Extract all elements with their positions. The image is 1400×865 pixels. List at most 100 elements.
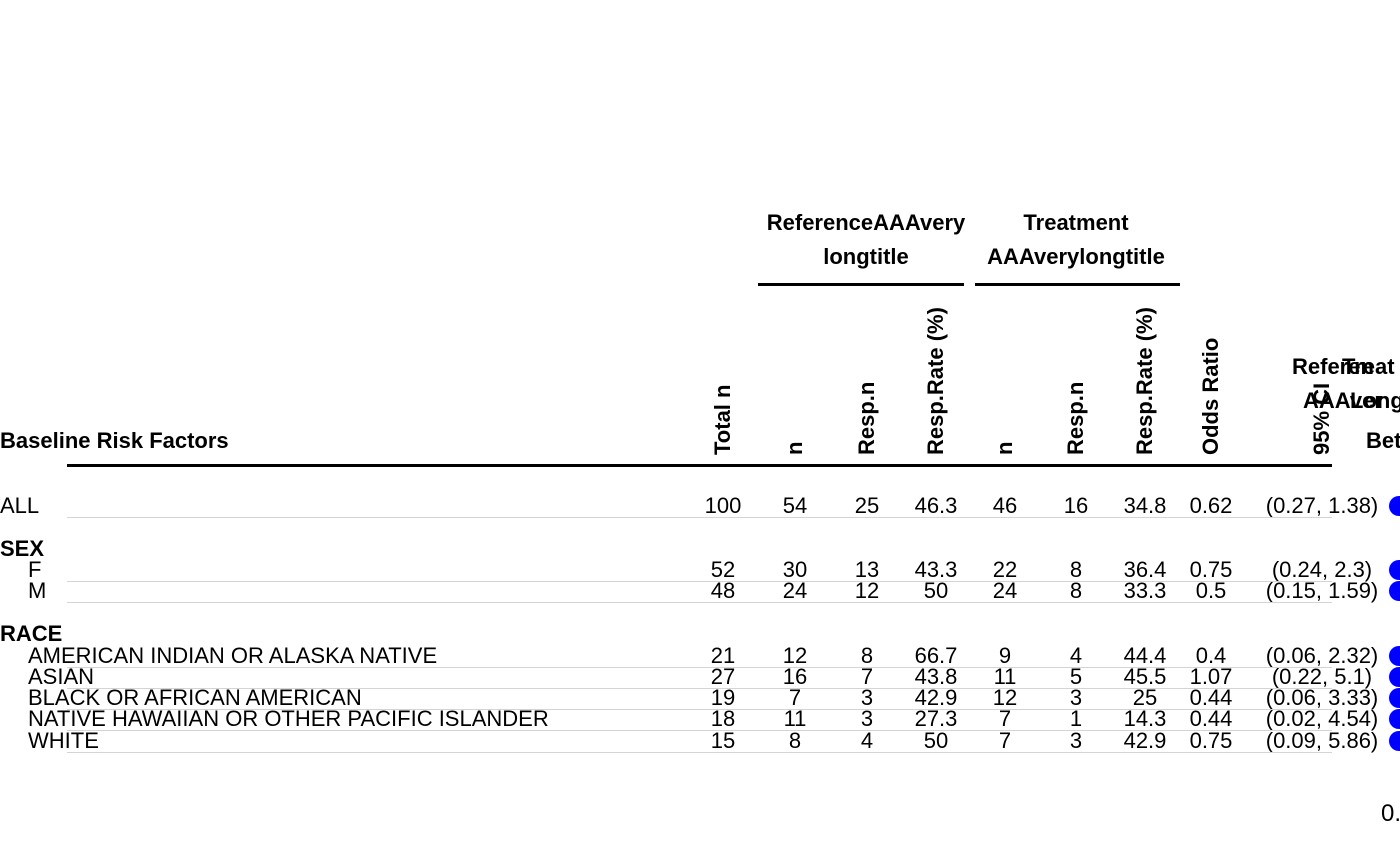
cell-ci-american-indian-or-alaska-native: (0.06, 2.32) — [1265, 643, 1379, 668]
cell-total-n-native-hawaiian-or-other-pacific-islander: 18 — [710, 706, 736, 731]
forest-axis-tick-label: 0. — [1381, 800, 1400, 827]
cell-ref-n-all: 54 — [782, 493, 808, 518]
header-treatment-n: n — [992, 441, 1017, 455]
cell-ref-n-black-or-african-american: 7 — [788, 685, 802, 710]
header-rule — [67, 464, 1332, 467]
point-marker-white — [1389, 731, 1400, 751]
forest-header-reference-line2: AAAver — [1303, 388, 1383, 413]
cell-trt-n-black-or-african-american: 12 — [992, 685, 1018, 710]
cell-ref-resp-rate-native-hawaiian-or-other-pacific-islander: 27.3 — [914, 706, 958, 731]
header-reference-resp-rate: Resp.Rate (%) — [923, 307, 948, 455]
cell-odds-ratio-asian: 1.07 — [1189, 664, 1233, 689]
row-separator-american-indian-or-alaska-native — [67, 667, 1332, 668]
row-separator-black-or-african-american — [67, 709, 1332, 710]
cell-ref-n-f: 30 — [782, 557, 808, 582]
cell-ref-resp-n-white: 4 — [860, 728, 874, 753]
point-marker-f — [1389, 560, 1400, 580]
cell-ref-resp-rate-asian: 43.8 — [914, 664, 958, 689]
row-separator-f — [67, 581, 1332, 582]
header-odds-ratio: Odds Ratio — [1198, 337, 1223, 455]
header-baseline-risk-factors: Baseline Risk Factors — [0, 428, 229, 453]
cell-ref-resp-rate-all: 46.3 — [914, 493, 958, 518]
header-total-n: Total n — [710, 384, 735, 455]
cell-trt-resp-rate-white: 42.9 — [1123, 728, 1167, 753]
cell-ref-resp-rate-american-indian-or-alaska-native: 66.7 — [914, 643, 958, 668]
cell-ref-n-m: 24 — [782, 578, 808, 603]
cell-trt-resp-rate-all: 34.8 — [1123, 493, 1167, 518]
cell-trt-resp-rate-native-hawaiian-or-other-pacific-islander: 14.3 — [1123, 706, 1167, 731]
cell-total-n-asian: 27 — [710, 664, 736, 689]
cell-ci-black-or-african-american: (0.06, 3.33) — [1265, 685, 1379, 710]
cell-ref-resp-n-asian: 7 — [860, 664, 874, 689]
cell-trt-resp-rate-f: 36.4 — [1123, 557, 1167, 582]
cell-trt-resp-n-asian: 5 — [1069, 664, 1083, 689]
cell-ref-resp-n-all: 25 — [854, 493, 880, 518]
header-reference-resp-n: Resp.n — [854, 381, 879, 455]
cell-ci-all: (0.27, 1.38) — [1265, 493, 1379, 518]
header-treatment-resp-rate: Resp.Rate (%) — [1132, 307, 1157, 455]
cell-trt-n-native-hawaiian-or-other-pacific-islander: 7 — [998, 706, 1012, 731]
row-label-native-hawaiian-or-other-pacific-islander: NATIVE HAWAIIAN OR OTHER PACIFIC ISLANDE… — [28, 706, 549, 731]
cell-total-n-m: 48 — [710, 578, 736, 603]
cell-odds-ratio-native-hawaiian-or-other-pacific-islander: 0.44 — [1189, 706, 1233, 731]
cell-trt-resp-n-m: 8 — [1069, 578, 1083, 603]
treatment-span-title-line1: Treatment — [1023, 210, 1129, 235]
cell-ref-resp-rate-white: 50 — [923, 728, 949, 753]
cell-trt-n-american-indian-or-alaska-native: 9 — [998, 643, 1012, 668]
cell-ref-n-native-hawaiian-or-other-pacific-islander: 11 — [783, 706, 807, 731]
cell-ref-resp-rate-black-or-african-american: 42.9 — [914, 685, 958, 710]
cell-ref-n-white: 8 — [788, 728, 802, 753]
cell-odds-ratio-white: 0.75 — [1189, 728, 1233, 753]
cell-odds-ratio-f: 0.75 — [1189, 557, 1233, 582]
cell-trt-resp-n-all: 16 — [1063, 493, 1089, 518]
reference-span-rule — [758, 283, 964, 286]
cell-trt-resp-n-native-hawaiian-or-other-pacific-islander: 1 — [1069, 706, 1083, 731]
cell-odds-ratio-american-indian-or-alaska-native: 0.4 — [1195, 643, 1227, 668]
group-label-sex: SEX — [0, 536, 45, 561]
reference-span-title-line1: ReferenceAAAvery — [766, 210, 966, 235]
cell-ref-resp-n-black-or-african-american: 3 — [860, 685, 874, 710]
cell-trt-n-all: 46 — [992, 493, 1018, 518]
cell-trt-resp-n-white: 3 — [1069, 728, 1083, 753]
cell-ref-n-asian: 16 — [782, 664, 808, 689]
row-separator-native-hawaiian-or-other-pacific-islander — [67, 730, 1332, 731]
row-label-asian: ASIAN — [28, 664, 95, 689]
cell-total-n-white: 15 — [710, 728, 736, 753]
cell-total-n-black-or-african-american: 19 — [710, 685, 736, 710]
cell-ref-resp-n-american-indian-or-alaska-native: 8 — [860, 643, 874, 668]
point-marker-native-hawaiian-or-other-pacific-islander — [1389, 709, 1400, 729]
treatment-span-rule — [975, 283, 1180, 286]
cell-odds-ratio-all: 0.62 — [1189, 493, 1233, 518]
point-marker-m — [1389, 581, 1400, 601]
row-label-black-or-african-american: BLACK OR AFRICAN AMERICAN — [28, 685, 362, 710]
cell-ref-resp-n-f: 13 — [854, 557, 880, 582]
cell-ci-white: (0.09, 5.86) — [1265, 728, 1379, 753]
row-separator-asian — [67, 688, 1332, 689]
forest-header-reference-line1: Referen — [1292, 354, 1374, 379]
forest-header-treatment-line1: Treat — [1342, 354, 1395, 379]
cell-odds-ratio-black-or-african-american: 0.44 — [1189, 685, 1233, 710]
row-label-all: ALL — [0, 493, 40, 518]
cell-ci-native-hawaiian-or-other-pacific-islander: (0.02, 4.54) — [1265, 706, 1379, 731]
row-separator-white — [67, 752, 1332, 753]
cell-trt-resp-rate-asian: 45.5 — [1123, 664, 1167, 689]
row-label-white: WHITE — [28, 728, 99, 753]
cell-ref-resp-rate-m: 50 — [923, 578, 949, 603]
cell-trt-n-asian: 11 — [993, 664, 1017, 689]
cell-trt-resp-rate-american-indian-or-alaska-native: 44.4 — [1123, 643, 1167, 668]
cell-total-n-f: 52 — [710, 557, 736, 582]
point-marker-asian — [1389, 667, 1400, 687]
cell-trt-resp-rate-black-or-african-american: 25 — [1132, 685, 1158, 710]
cell-trt-n-m: 24 — [992, 578, 1018, 603]
cell-ci-asian: (0.22, 5.1) — [1271, 664, 1373, 689]
cell-ref-resp-rate-f: 43.3 — [914, 557, 958, 582]
cell-ci-f: (0.24, 2.3) — [1271, 557, 1373, 582]
cell-trt-resp-rate-m: 33.3 — [1123, 578, 1167, 603]
cell-odds-ratio-m: 0.5 — [1195, 578, 1227, 603]
header-reference-n: n — [782, 441, 807, 455]
cell-trt-n-white: 7 — [998, 728, 1012, 753]
reference-span-title-line2: longtitle — [823, 244, 909, 269]
point-marker-black-or-african-american — [1389, 688, 1400, 708]
cell-total-n-all: 100 — [704, 493, 742, 518]
row-separator-m — [67, 602, 1332, 603]
